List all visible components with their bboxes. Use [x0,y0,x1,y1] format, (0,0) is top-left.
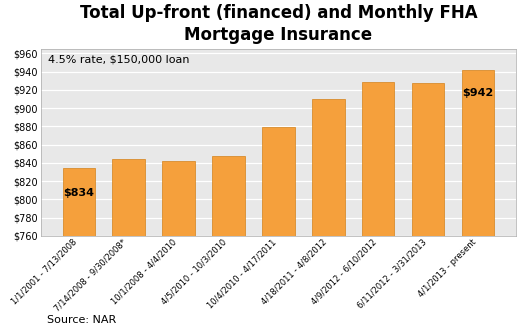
Bar [262,127,295,236]
Bar [462,70,494,236]
Bar [212,157,245,236]
Bar [162,161,195,236]
Bar [412,82,444,236]
Bar [362,82,395,236]
Bar [312,99,345,236]
Text: $834: $834 [63,188,94,198]
Text: 4.5% rate, $150,000 loan: 4.5% rate, $150,000 loan [48,54,190,64]
Bar [112,159,145,236]
Title: Total Up-front (financed) and Monthly FHA
Mortgage Insurance: Total Up-front (financed) and Monthly FH… [80,4,477,44]
Text: Source: NAR: Source: NAR [47,315,116,325]
Bar [62,168,95,236]
Text: $942: $942 [462,88,493,98]
